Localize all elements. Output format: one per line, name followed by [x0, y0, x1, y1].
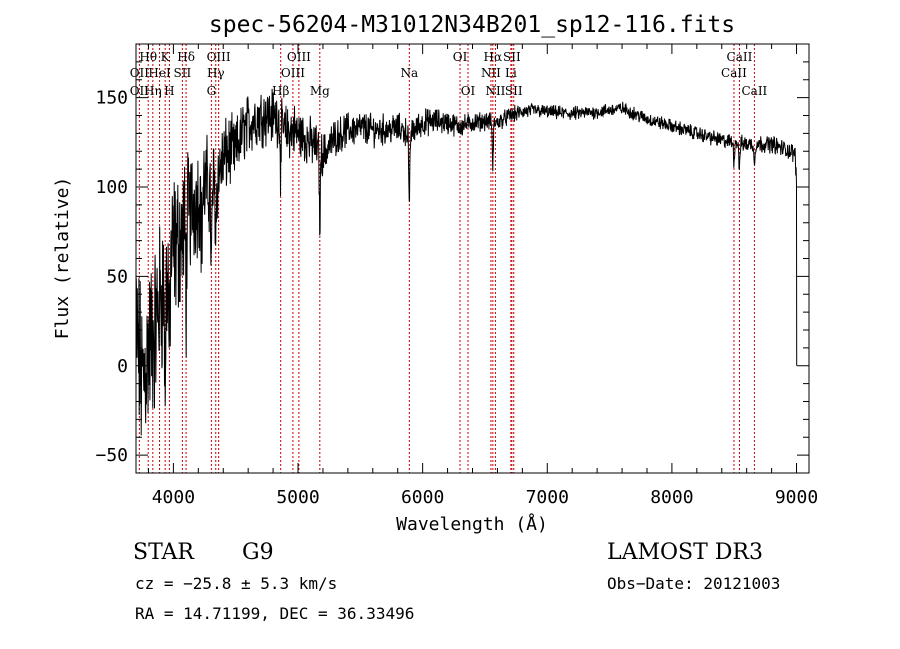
spectral-line-label: Na: [400, 66, 418, 80]
spectral-line-label: Hθ: [139, 50, 157, 64]
spectral-line-label: OIII: [207, 50, 231, 64]
spectral-line-label: Hγ: [207, 66, 225, 80]
spectral-line-label: NII: [485, 84, 505, 98]
spectral-line-label: Hη: [144, 84, 162, 98]
x-tick-label: 4000: [152, 487, 195, 508]
spectral-line-label: Hβ: [272, 84, 289, 98]
spectral-line-label: OII: [130, 66, 150, 80]
spectrum-series: [135, 88, 798, 436]
x-tick-label: 7000: [526, 487, 569, 508]
spectral-line-label: HeI: [148, 66, 171, 80]
spectral-line-label: G: [207, 84, 217, 98]
spectral-line-label: Mg: [310, 84, 330, 98]
redshift-cz: cz = −25.8 ± 5.3 km/s: [135, 574, 338, 593]
spectral-line-label: Hα: [484, 50, 503, 64]
spectral-line-label: CaII: [721, 66, 747, 80]
survey-name: LAMOST DR3: [607, 540, 763, 565]
x-tick-label: 5000: [276, 487, 319, 508]
spectral-line-label: K: [161, 50, 171, 64]
y-tick-label: 0: [117, 356, 128, 377]
spectral-line-label: OII: [130, 84, 150, 98]
x-tick-label: 8000: [650, 487, 693, 508]
object-subclass: G9: [242, 540, 274, 565]
y-tick-label: 150: [95, 88, 128, 109]
chart-title: spec-56204-M31012N34B201_sp12-116.fits: [209, 12, 735, 38]
y-tick-label: 50: [106, 266, 128, 287]
spectral-line-label: SII: [174, 66, 192, 80]
spectral-line-label: Hδ: [177, 50, 195, 64]
spectral-line-label: OI: [453, 50, 468, 64]
x-tick-label: 6000: [401, 487, 444, 508]
spectral-line-label: OIII: [287, 50, 311, 64]
y-axis-label: Flux (relative): [52, 177, 73, 340]
spectral-line-label: OI: [461, 84, 476, 98]
ra-dec-coordinates: RA = 14.71199, DEC = 36.33496: [135, 604, 415, 623]
spectral-line-label: NII: [481, 66, 501, 80]
spectral-line-label: H: [164, 84, 174, 98]
spectral-line-label: SII: [505, 84, 523, 98]
spectral-line-markers: [138, 44, 755, 473]
object-class: STAR: [133, 540, 194, 565]
spectral-line-label: CaII: [727, 50, 753, 64]
plot-frame: [135, 43, 810, 474]
x-tick-label: 9000: [775, 487, 818, 508]
spectral-line-label: OIII: [281, 66, 305, 80]
spectrum-line: [135, 88, 798, 436]
spectral-line-label: SII: [503, 50, 521, 64]
spectral-line-label: CaII: [741, 84, 767, 98]
axis-ticks: 4000 5000 6000 7000 8000 9000 −50 0 50 100 150: [95, 43, 818, 508]
x-axis-label: Wavelength (Å): [396, 513, 548, 535]
y-tick-label: 100: [95, 177, 128, 198]
spectral-line-label: Li: [505, 66, 517, 80]
y-tick-label: −50: [95, 445, 128, 466]
observation-date: Obs−Date: 20121003: [607, 574, 781, 593]
